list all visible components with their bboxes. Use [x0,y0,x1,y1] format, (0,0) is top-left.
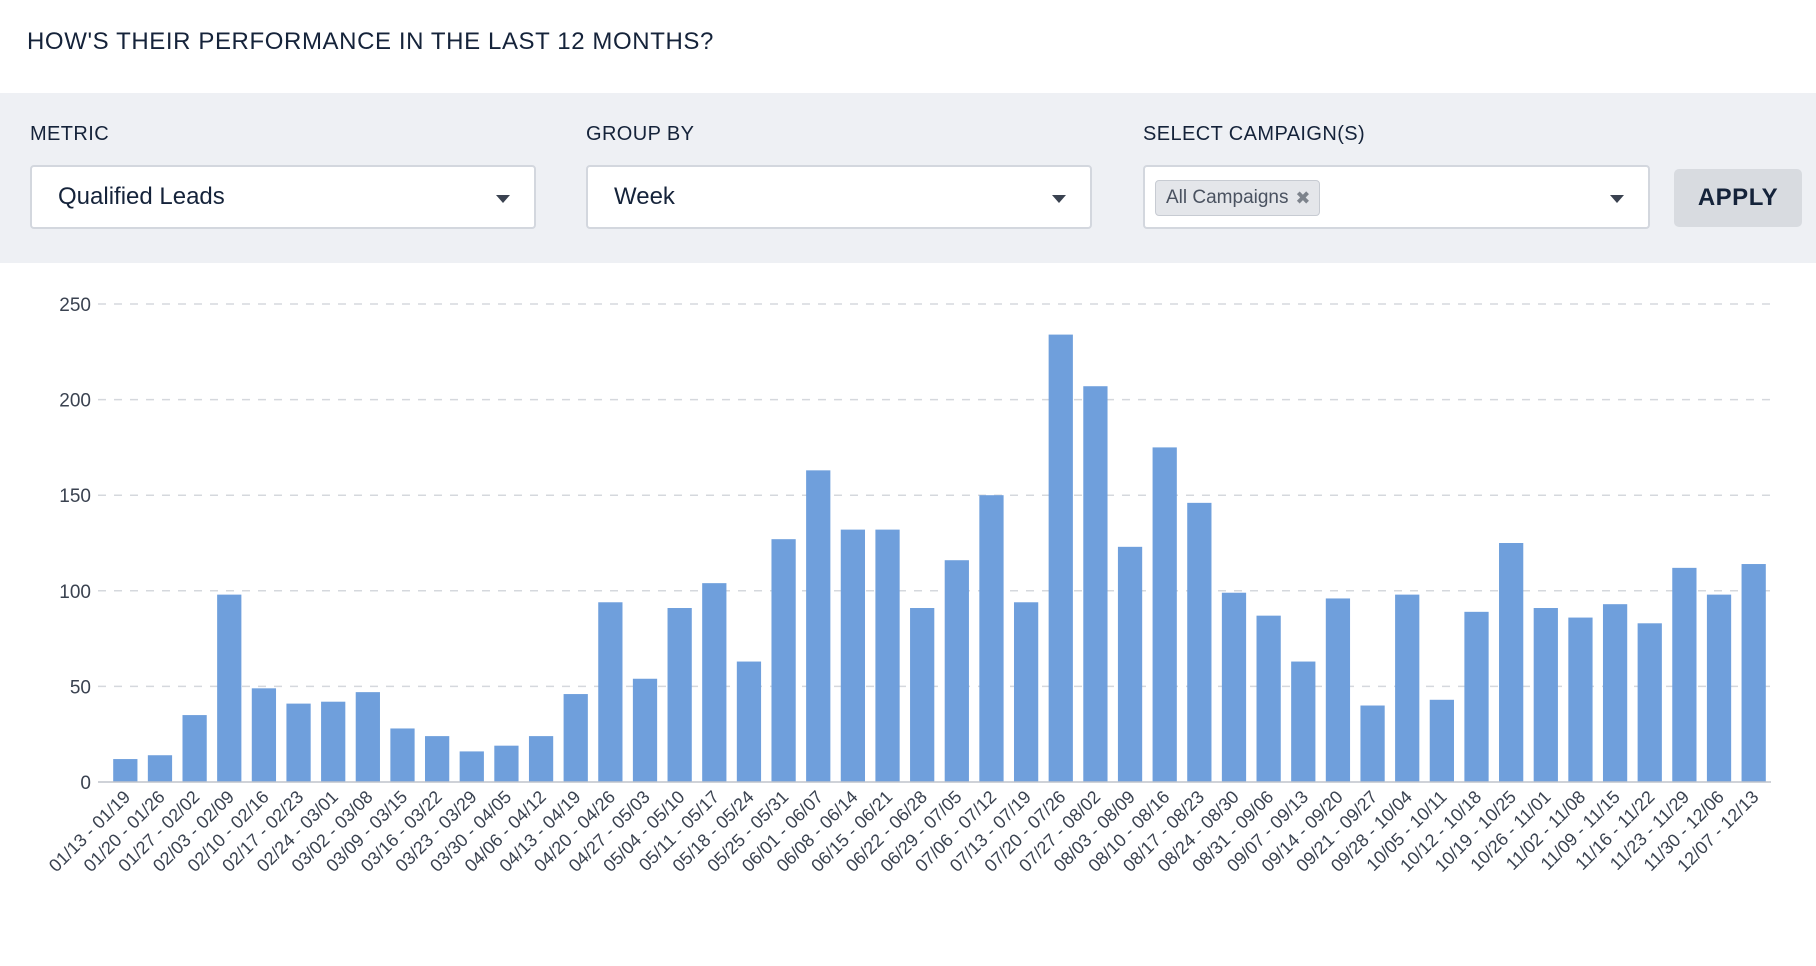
filter-bar: METRIC Qualified Leads GROUP BY Week SEL… [0,93,1816,263]
y-tick-label: 0 [80,773,91,794]
bar [1429,699,1454,782]
bar [1568,617,1593,782]
bar [632,678,658,782]
bar [1152,447,1177,782]
bar [113,759,138,782]
bar [217,594,242,782]
bar [1637,623,1662,782]
bar [1048,334,1073,782]
bar [840,529,866,782]
bar [528,736,554,782]
chevron-down-icon [1052,195,1066,203]
bar [286,703,311,782]
apply-button[interactable]: APPLY [1674,169,1802,227]
y-tick-label: 150 [59,486,91,507]
bar [1187,502,1212,782]
bar [702,583,727,782]
campaign-tag: All Campaigns ✖ [1155,180,1320,216]
bar [875,529,900,782]
bar [667,608,692,782]
metric-label: METRIC [30,123,110,145]
bar [251,688,277,782]
bar [1117,546,1143,782]
bar [598,602,623,782]
bar [1602,604,1628,782]
bar [147,755,173,782]
bar [1360,705,1385,782]
close-icon[interactable]: ✖ [1295,188,1311,208]
bar [425,736,450,782]
bar [563,694,588,782]
bar [390,728,415,782]
bar [1706,594,1732,782]
group-by-select-value: Week [614,183,675,210]
bar [1325,598,1351,782]
y-tick-label: 200 [59,391,91,412]
group-by-select[interactable]: Week [586,165,1092,229]
page-title: HOW'S THEIR PERFORMANCE IN THE LAST 12 M… [27,28,714,55]
bar [1291,661,1316,782]
bar [1672,567,1697,782]
bar [1083,386,1108,782]
metric-select-value: Qualified Leads [58,183,225,210]
bar [1533,608,1558,782]
bar [1499,543,1524,782]
bar [1464,611,1489,782]
bar [771,539,796,782]
campaigns-select[interactable]: All Campaigns ✖ [1143,165,1650,229]
bar [1256,615,1281,782]
bar [979,495,1004,782]
y-tick-label: 250 [59,295,91,316]
chevron-down-icon [1610,195,1624,203]
chevron-down-icon [496,195,510,203]
y-tick-label: 50 [70,677,91,698]
y-tick-label: 100 [59,582,91,603]
campaign-tag-label: All Campaigns [1166,187,1289,208]
bar [944,560,969,782]
bar [1741,564,1766,782]
metric-select[interactable]: Qualified Leads [30,165,536,229]
bar [1395,594,1420,782]
bar [1221,592,1247,782]
bar [910,608,935,782]
bar [355,692,380,782]
bar [806,470,831,782]
bar [736,661,762,782]
bar [1013,602,1039,782]
bar [321,701,346,782]
campaigns-label: SELECT CAMPAIGN(S) [1143,123,1366,145]
bar [182,715,207,782]
group-by-label: GROUP BY [586,123,695,145]
bar [494,745,519,782]
bar [459,751,484,782]
